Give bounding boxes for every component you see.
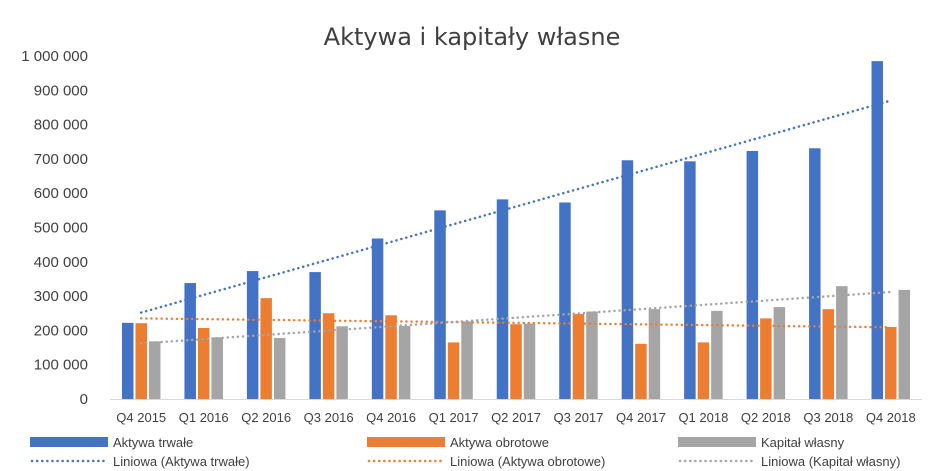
bar (197, 327, 210, 399)
legend-swatch (678, 437, 756, 447)
y-axis: 0 100 000 200 000 300 000 400 000 500 000 600 … (21, 48, 922, 408)
y-tick-label: 600 000 (34, 185, 88, 202)
y-tick-label: 400 000 (34, 254, 88, 271)
bar (885, 326, 897, 399)
bar (822, 309, 835, 399)
y-tick-label: 500 000 (34, 220, 88, 237)
y-tick-label: 900 000 (34, 82, 88, 99)
bar (434, 210, 446, 399)
y-tick-label: 300 000 (34, 288, 88, 305)
bar (148, 341, 161, 399)
x-tick-label: Q2 2017 (491, 410, 541, 425)
bar (371, 238, 384, 399)
bar (184, 283, 196, 399)
bar (135, 323, 147, 399)
legend-label: Aktywa obrotowe (450, 435, 549, 450)
x-tick-label: Q1 2018 (678, 410, 728, 425)
legend: Aktywa trwałe Aktywa obrotowe Kapitał włas… (30, 435, 900, 469)
y-tick-label: 800 000 (34, 117, 88, 134)
bar (523, 323, 536, 399)
trendlines (139, 99, 893, 345)
trendline (139, 290, 893, 345)
legend-label: Liniowa (Aktywa obrotowe) (450, 454, 605, 469)
x-axis: Q4 2015 Q1 2016 Q2 2016 Q3 2016 Q4 2016 Q1 20… (116, 410, 915, 425)
x-tick-label: Q4 2016 (366, 410, 416, 425)
bar (697, 342, 710, 399)
x-tick-label: Q4 2017 (616, 410, 666, 425)
bar (273, 337, 286, 399)
bar (336, 326, 348, 399)
bar (586, 311, 598, 399)
legend-label: Kapitał własny (761, 435, 845, 450)
bar (260, 298, 272, 399)
y-tick-label: 1 000 000 (21, 48, 88, 65)
y-tick-label: 0 (80, 391, 88, 408)
x-tick-label: Q2 2018 (741, 410, 791, 425)
bar (711, 310, 723, 399)
bar (211, 337, 223, 399)
bar (621, 160, 634, 399)
bar (559, 202, 571, 399)
bar (322, 313, 335, 399)
bar (746, 151, 759, 399)
bars (121, 61, 911, 400)
bar (809, 148, 821, 399)
bar (648, 309, 661, 399)
bar (447, 342, 460, 399)
x-tick-label: Q4 2015 (116, 410, 166, 425)
bar (773, 307, 786, 399)
bar (385, 315, 397, 399)
bar (760, 318, 772, 399)
bar (871, 61, 884, 400)
y-tick-label: 700 000 (34, 151, 88, 168)
chart-title: Aktywa i kapitały własne (324, 23, 621, 51)
bar (461, 321, 473, 399)
bar (572, 313, 585, 399)
y-tick-label: 200 000 (34, 322, 88, 339)
legend-label: Liniowa (Aktywa trwałe) (113, 454, 250, 469)
y-tick-label: 100 000 (34, 357, 88, 374)
x-tick-label: Q1 2016 (179, 410, 229, 425)
trendline (139, 99, 893, 314)
x-tick-label: Q1 2017 (429, 410, 479, 425)
bar (635, 343, 647, 399)
legend-swatch (30, 437, 108, 447)
x-tick-label: Q3 2018 (803, 410, 853, 425)
x-tick-label: Q3 2017 (554, 410, 604, 425)
legend-swatch (367, 437, 445, 447)
bar (398, 325, 411, 399)
bar (121, 322, 134, 399)
bar (836, 286, 848, 399)
x-tick-label: Q4 2018 (866, 410, 916, 425)
x-tick-label: Q3 2016 (304, 410, 354, 425)
bar (684, 161, 696, 399)
x-tick-label: Q2 2016 (241, 410, 291, 425)
legend-label: Liniowa (Kapitał własny) (761, 454, 900, 469)
legend-label: Aktywa trwałe (113, 435, 193, 450)
bar (496, 199, 509, 399)
bar (898, 289, 911, 399)
bar (309, 272, 321, 399)
bar (510, 324, 522, 399)
